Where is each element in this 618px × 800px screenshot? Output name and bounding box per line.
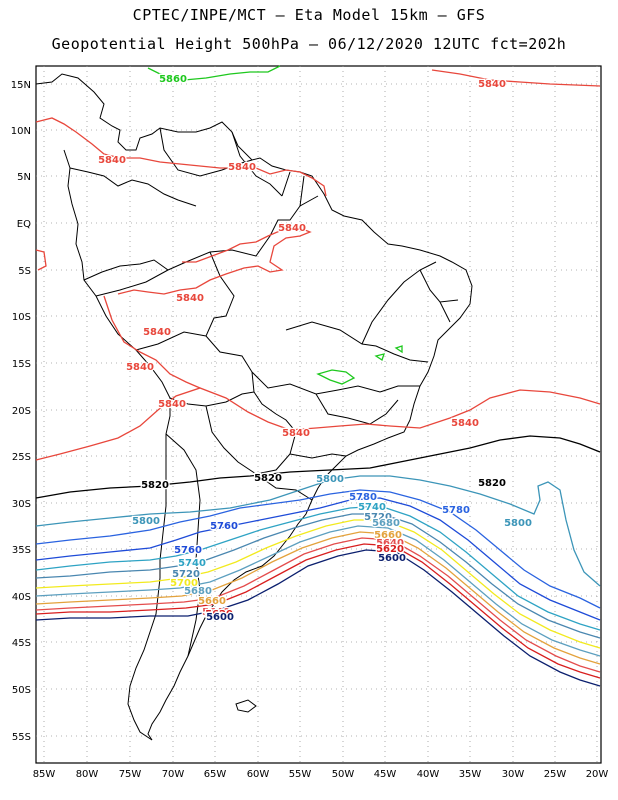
contour-label: 5800: [504, 518, 532, 529]
contour-5780: [35, 489, 601, 609]
contour-label: 5720: [172, 569, 200, 580]
contour-5840-north: [35, 117, 327, 197]
lat-label: 10N: [11, 126, 31, 137]
contour-5760: [35, 497, 601, 621]
contour-5600: [35, 549, 601, 687]
lon-label: 35W: [459, 769, 482, 780]
map-frame: [35, 65, 602, 764]
contour-label: 5680: [184, 586, 212, 597]
lat-label: 5N: [17, 172, 31, 183]
contour-label: 5840: [158, 399, 186, 410]
contour-label: 5820: [141, 480, 169, 491]
contour-label: 5740: [358, 502, 386, 513]
lat-label: 10S: [12, 312, 31, 323]
contour-label: 5640: [202, 607, 230, 618]
lon-label: 80W: [76, 769, 99, 780]
lon-label: 45W: [374, 769, 397, 780]
contour-label: 5660: [374, 530, 402, 541]
contour-label: 5800: [316, 474, 344, 485]
lon-label: 75W: [119, 769, 142, 780]
contour-label: 5840: [451, 418, 479, 429]
contour-lines: [35, 65, 601, 687]
lon-label: 20W: [586, 769, 609, 780]
contour-5620: [35, 543, 601, 679]
contour-label: 5800: [132, 516, 160, 527]
contour-5720: [35, 513, 601, 639]
falklands: [235, 699, 257, 713]
contour-label: 5820: [478, 478, 506, 489]
contour-label: 5840: [282, 428, 310, 439]
longitude-labels: 85W 80W 75W 70W 65W 60W 55W 50W 45W 40W 35W 30W 25W 2…: [33, 769, 609, 780]
contour-label: 5840: [478, 79, 506, 90]
contour-label: 5600: [206, 612, 234, 623]
lon-label: 85W: [33, 769, 56, 780]
lon-label: 40W: [417, 769, 440, 780]
pacific-coast: [63, 149, 171, 741]
lon-label: 70W: [162, 769, 185, 780]
contour-label: 5840: [278, 223, 306, 234]
lat-label: EQ: [17, 219, 31, 230]
lat-label: 35S: [12, 545, 31, 556]
lat-label: 15N: [11, 80, 31, 91]
lat-label: 25S: [12, 452, 31, 463]
lon-label: 50W: [332, 769, 355, 780]
contour-label: 5620: [376, 544, 404, 555]
contour-label: 5840: [143, 327, 171, 338]
contour-label: 5680: [372, 518, 400, 529]
lon-label: 55W: [289, 769, 312, 780]
contour-5660: [35, 531, 601, 665]
contour-5800: [35, 475, 601, 587]
contour-label: 5720: [364, 512, 392, 523]
lon-label: 30W: [502, 769, 525, 780]
lon-label: 65W: [204, 769, 227, 780]
contour-label: 5760: [174, 545, 202, 556]
contour-5860-b: [316, 345, 403, 385]
lat-label: 40S: [12, 592, 31, 603]
lat-label: 5S: [18, 266, 31, 277]
contour-label: 5620: [205, 609, 233, 620]
contour-label: 5780: [442, 505, 470, 516]
lon-label: 60W: [247, 769, 270, 780]
contour-label: 5700: [170, 578, 198, 589]
lat-label: 30S: [12, 499, 31, 510]
title-line-1: CPTEC/INPE/MCT – Eta Model 15km – GFS: [132, 6, 486, 24]
contour-5640: [35, 537, 601, 673]
contour-5840-andes: [103, 295, 201, 389]
contour-labels: 5860 5840 5840 5840 5840 5840 5840 5840 5840 5840…: [97, 73, 533, 625]
latitude-labels: 15N 10N 5N EQ 5S 10S 15S 20S 25S 30S 35S 40S 45S 50S 5…: [11, 80, 31, 743]
contour-label: 5660: [198, 596, 226, 607]
contour-5700: [35, 519, 601, 649]
contour-label: 5860: [159, 74, 187, 85]
contour-label: 5820: [254, 473, 282, 484]
contour-label: 5840: [228, 162, 256, 173]
contour-label: 5640: [376, 538, 404, 549]
lon-label: 25W: [544, 769, 567, 780]
lat-label: 20S: [12, 406, 31, 417]
contour-5840-south: [35, 387, 601, 461]
contour-label: 5740: [178, 558, 206, 569]
title-line-2: Geopotential Height 500hPa – 06/12/2020 …: [51, 35, 567, 53]
contour-label: 5760: [210, 521, 238, 532]
lat-label: 55S: [12, 732, 31, 743]
contour-label: 5600: [378, 553, 406, 564]
contour-5840-top: [431, 69, 601, 87]
contour-5740: [35, 505, 601, 631]
lat-label: 45S: [12, 638, 31, 649]
lat-label: 50S: [12, 685, 31, 696]
contour-label: 5780: [349, 492, 377, 503]
contour-label: 5840: [126, 362, 154, 373]
borders: [69, 127, 459, 657]
contour-label: 5840: [176, 293, 204, 304]
contour-5820: [35, 435, 601, 499]
contour-label: 5840: [98, 155, 126, 166]
contour-5840-mid: [35, 227, 312, 295]
contour-5680: [35, 525, 601, 657]
lat-label: 15S: [12, 359, 31, 370]
contour-5860: [147, 65, 281, 81]
